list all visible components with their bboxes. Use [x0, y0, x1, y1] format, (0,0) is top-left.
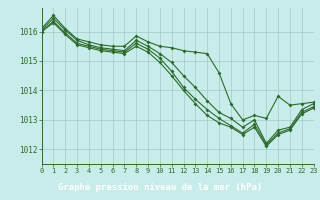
- Text: Graphe pression niveau de la mer (hPa): Graphe pression niveau de la mer (hPa): [58, 184, 262, 192]
